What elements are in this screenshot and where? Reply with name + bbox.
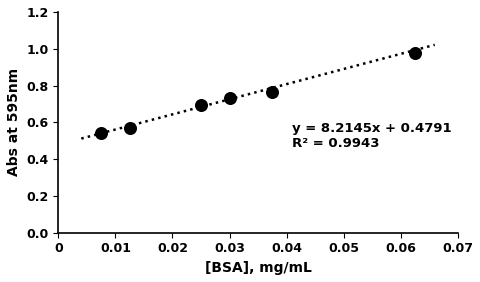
Point	[197, 103, 205, 107]
Point	[226, 95, 233, 100]
Text: y = 8.2145x + 0.4791
R² = 0.9943: y = 8.2145x + 0.4791 R² = 0.9943	[292, 122, 452, 150]
Y-axis label: Abs at 595nm: Abs at 595nm	[7, 68, 21, 177]
Point	[97, 131, 105, 136]
Point	[268, 90, 276, 94]
Point	[411, 51, 419, 56]
X-axis label: [BSA], mg/mL: [BSA], mg/mL	[204, 261, 312, 275]
Point	[126, 125, 133, 130]
